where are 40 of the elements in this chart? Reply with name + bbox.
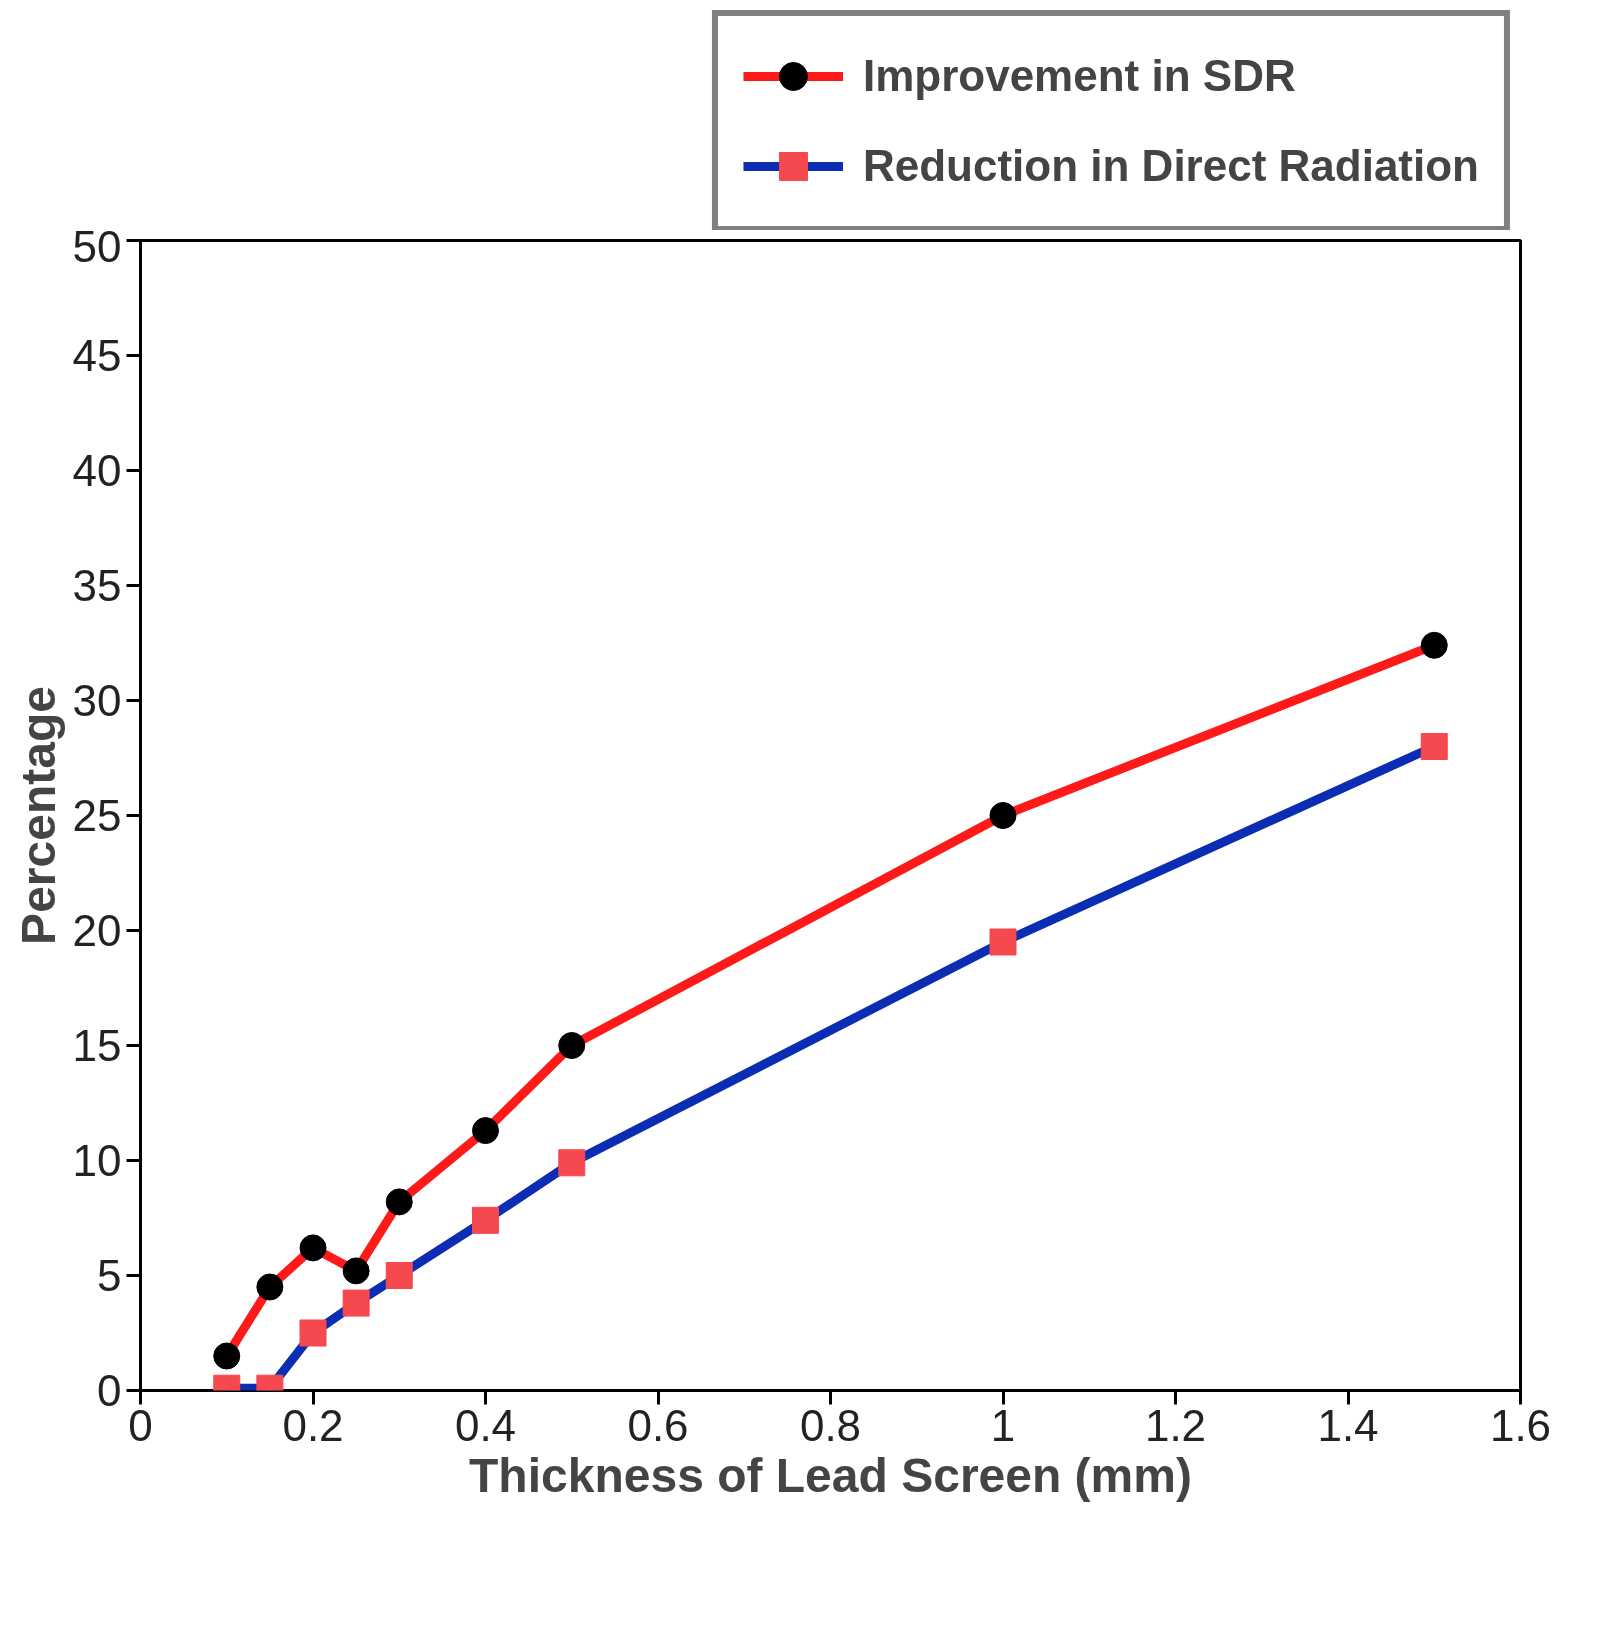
legend-label: Improvement in SDR bbox=[862, 51, 1296, 101]
y-tick-label: 50 bbox=[72, 221, 122, 271]
point bbox=[472, 1206, 499, 1234]
point bbox=[299, 1234, 327, 1262]
x-tick-label: 0 bbox=[128, 1400, 153, 1450]
y-tick-label: 15 bbox=[72, 1021, 122, 1070]
y-tick-label: 10 bbox=[72, 1136, 122, 1185]
y-tick-label: 0 bbox=[97, 1366, 122, 1415]
point bbox=[558, 1032, 586, 1059]
x-axis-title: Thickness of Lead Screen (mm) bbox=[469, 1448, 1192, 1502]
x-tick-label: 1.6 bbox=[1489, 1400, 1552, 1450]
legend-label: Reduction in Direct Radiation bbox=[862, 141, 1479, 191]
point bbox=[342, 1257, 370, 1285]
y-tick-label: 40 bbox=[72, 446, 122, 495]
point bbox=[1420, 733, 1448, 760]
x-tick-label: 1.2 bbox=[1144, 1400, 1207, 1450]
y-tick-label: 20 bbox=[72, 906, 122, 955]
point bbox=[256, 1273, 284, 1301]
point bbox=[558, 1149, 586, 1177]
x-tick-label: 1.4 bbox=[1317, 1400, 1379, 1450]
x-tick-label: 0.8 bbox=[799, 1400, 862, 1450]
point bbox=[472, 1117, 499, 1145]
y-tick-label: 5 bbox=[97, 1251, 122, 1300]
point bbox=[299, 1319, 327, 1347]
point bbox=[1420, 631, 1448, 659]
y-tick-label: 35 bbox=[72, 561, 122, 610]
point bbox=[989, 928, 1017, 956]
point bbox=[385, 1262, 413, 1289]
point bbox=[342, 1289, 370, 1317]
x-tick-label: 0.2 bbox=[282, 1400, 344, 1450]
point bbox=[989, 802, 1017, 829]
point bbox=[213, 1342, 241, 1370]
y-tick-label: 30 bbox=[72, 676, 122, 725]
x-tick-label: 0.4 bbox=[454, 1400, 517, 1450]
y-tick-label: 25 bbox=[72, 791, 122, 840]
y-tick-label: 45 bbox=[72, 331, 122, 380]
y-axis-title: Percentage bbox=[11, 686, 65, 945]
point bbox=[385, 1188, 413, 1216]
x-tick-label: 1 bbox=[990, 1400, 1016, 1450]
x-tick-label: 0.6 bbox=[627, 1400, 689, 1450]
